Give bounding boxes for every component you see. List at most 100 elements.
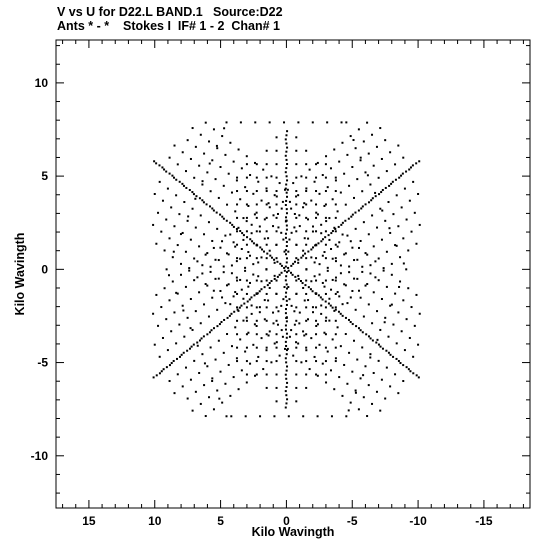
data-point <box>312 246 315 249</box>
data-point <box>345 415 348 418</box>
data-point <box>230 345 233 348</box>
data-point <box>334 276 337 279</box>
data-point <box>354 147 357 150</box>
data-point <box>214 178 217 181</box>
data-point <box>208 331 211 334</box>
data-point <box>267 202 270 205</box>
data-point <box>390 273 393 276</box>
data-point <box>285 283 288 286</box>
data-point <box>275 257 278 260</box>
data-point <box>273 342 276 345</box>
data-point <box>255 373 258 376</box>
data-point <box>315 360 318 363</box>
data-point <box>284 357 287 360</box>
data-point <box>303 299 306 302</box>
data-point <box>334 176 337 179</box>
data-point <box>366 415 369 418</box>
data-point <box>371 214 374 217</box>
data-point <box>288 335 291 338</box>
data-point <box>334 216 337 219</box>
data-point <box>236 176 239 179</box>
data-point <box>344 252 347 255</box>
data-point <box>315 306 318 309</box>
data-point <box>305 346 308 349</box>
data-point <box>399 280 402 283</box>
data-point <box>245 230 248 233</box>
data-point <box>275 190 278 193</box>
data-point <box>334 306 337 309</box>
data-point <box>334 357 337 360</box>
data-point <box>313 261 316 264</box>
data-point <box>239 278 242 281</box>
data-point <box>266 252 269 255</box>
data-point <box>349 135 352 138</box>
data-point <box>328 217 331 220</box>
data-point <box>297 261 300 264</box>
data-point <box>285 224 288 227</box>
data-point <box>260 280 263 283</box>
data-point <box>338 295 341 298</box>
data-point <box>155 293 158 296</box>
data-point <box>232 376 235 379</box>
data-point <box>191 207 194 210</box>
data-point <box>284 171 287 174</box>
data-point <box>371 197 374 200</box>
data-point <box>229 394 232 397</box>
data-point <box>223 127 226 130</box>
data-point <box>293 212 296 215</box>
data-point <box>153 192 156 195</box>
data-point <box>291 273 294 276</box>
data-point <box>300 361 303 364</box>
data-point <box>334 230 337 233</box>
data-point <box>344 203 347 206</box>
data-point <box>285 253 288 256</box>
data-point <box>236 346 239 349</box>
data-point <box>275 149 278 152</box>
data-point <box>321 238 324 241</box>
data-point <box>285 275 288 278</box>
data-point <box>356 178 359 181</box>
data-point <box>247 331 250 334</box>
data-point <box>287 415 290 418</box>
data-point <box>208 205 211 208</box>
data-point <box>245 381 248 384</box>
data-point <box>260 199 263 202</box>
x-axis-label: Kilo Wavingth <box>252 525 335 539</box>
data-point <box>285 287 288 290</box>
data-point <box>318 192 321 195</box>
data-point <box>265 163 268 166</box>
data-point <box>257 275 260 278</box>
data-point <box>173 144 176 147</box>
data-point <box>215 211 218 214</box>
data-point <box>317 242 320 245</box>
data-point <box>285 394 288 397</box>
data-point <box>286 347 289 350</box>
data-point <box>252 263 255 266</box>
data-point <box>239 198 242 201</box>
data-point <box>285 191 288 194</box>
data-point <box>178 355 181 358</box>
data-point <box>250 296 253 299</box>
data-point <box>284 265 287 268</box>
data-point <box>354 308 357 311</box>
data-point <box>315 346 318 349</box>
data-point <box>289 271 292 274</box>
data-point <box>163 249 166 252</box>
data-point <box>398 176 401 179</box>
data-point <box>188 267 191 270</box>
data-point <box>255 163 258 166</box>
data-point <box>161 166 164 169</box>
data-point <box>178 213 181 216</box>
data-point <box>203 152 206 155</box>
data-point <box>255 230 258 233</box>
data-point <box>260 288 263 291</box>
data-point <box>334 227 337 230</box>
data-point <box>191 409 194 412</box>
data-point <box>155 162 158 165</box>
data-point <box>255 211 258 214</box>
data-point <box>249 362 252 365</box>
data-point <box>222 217 225 220</box>
data-point <box>283 266 286 269</box>
